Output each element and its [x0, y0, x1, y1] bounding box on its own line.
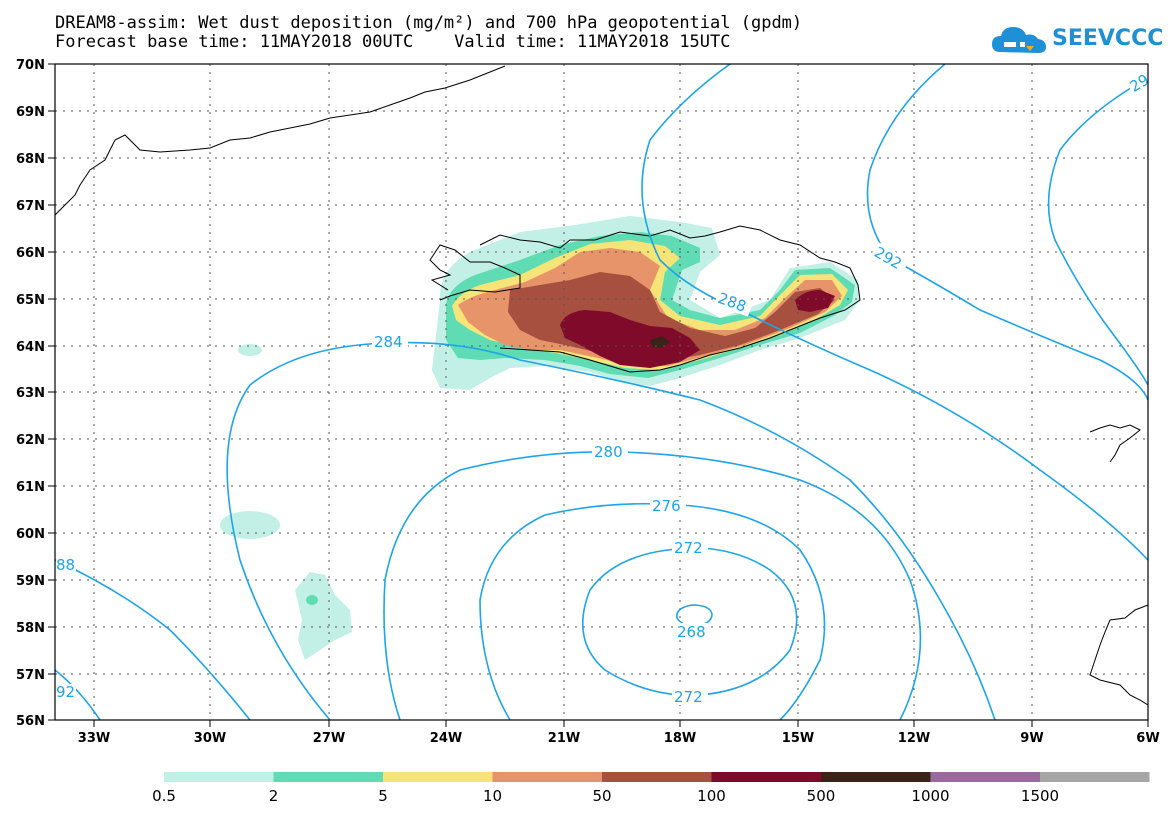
colorbar-label: 10 [483, 787, 502, 805]
longitude-axis [93, 720, 1149, 727]
contour-280 [383, 451, 922, 720]
greenland-coast [54, 65, 506, 216]
colorbar-label: 2 [269, 787, 279, 805]
colorbar-label: 500 [807, 787, 836, 805]
dust-patch-south-green [306, 595, 318, 605]
colorbar-swatch [1040, 772, 1150, 782]
colorbar-label: 0.5 [152, 787, 176, 805]
dust-patch-sw [220, 511, 280, 539]
colorbar-label: 5 [378, 787, 388, 805]
dust-patch-south [295, 572, 352, 660]
lat-label: 57N [16, 668, 45, 683]
lon-label: 6W [1136, 731, 1159, 746]
iceland-coast [429, 225, 861, 373]
lat-label: 65N [16, 293, 45, 308]
chart-title: DREAM8-assim: Wet dust deposition (mg/m²… [55, 13, 803, 33]
colorbar-label: 50 [592, 787, 611, 805]
colorbar: 0.5 2 5 10 50 100 500 1000 1500 [152, 772, 1150, 805]
colorbar-label: 1500 [1021, 787, 1059, 805]
lat-label: 68N [16, 152, 45, 167]
latitude-axis [48, 63, 55, 721]
contour-label-268: 268 [677, 623, 706, 641]
lat-label: 58N [16, 621, 45, 636]
lon-label: 12W [898, 731, 930, 746]
latitude-labels: 70N 69N 68N 67N 66N 65N 64N 63N 62N 61N … [16, 58, 45, 729]
lat-label: 69N [16, 105, 45, 120]
scotland-coast [1089, 604, 1149, 706]
contour-288 [641, 64, 1148, 561]
lon-label: 9W [1020, 731, 1043, 746]
lat-label: 64N [16, 340, 45, 355]
lon-label: 27W [313, 731, 345, 746]
contour-284 [226, 341, 996, 720]
dust-area-darkred [560, 310, 700, 368]
colorbar-swatch [492, 772, 602, 782]
contour-288-sw [55, 559, 251, 720]
lon-label: 30W [194, 731, 226, 746]
contour-276 [479, 502, 826, 720]
cloud-icon [992, 27, 1046, 53]
colorbar-swatch [273, 772, 383, 782]
lon-label: 21W [548, 731, 580, 746]
chart-subtitle: Forecast base time: 11MAY2018 00UTC Vali… [55, 32, 731, 52]
lat-label: 70N [16, 58, 45, 73]
dust-patch-west [238, 344, 262, 356]
colorbar-swatch [383, 772, 493, 782]
lat-label: 66N [16, 246, 45, 261]
dust-area-darkred-east [795, 290, 835, 312]
contour-label-272-top: 272 [674, 539, 703, 557]
contour-label-280: 280 [594, 443, 623, 461]
contour-label-272-bottom: 272 [674, 688, 703, 706]
colorbar-label: 1000 [911, 787, 949, 805]
contour-labels: 284 288 292 280 276 272 268 272 88 92 29 [56, 71, 1152, 706]
lat-label: 60N [16, 527, 45, 542]
contour-label-276: 276 [652, 497, 681, 515]
lat-label: 63N [16, 386, 45, 401]
lat-label: 67N [16, 199, 45, 214]
lat-label: 59N [16, 574, 45, 589]
contour-292-sw [55, 669, 101, 720]
faroe-islands [1089, 424, 1141, 463]
lon-label: 33W [78, 731, 110, 746]
contour-29x [1047, 77, 1148, 386]
contour-label-288: 288 [716, 289, 749, 316]
contour-label-284: 284 [374, 333, 403, 351]
contour-label-288-sw: 88 [56, 556, 75, 574]
graticule [55, 64, 1148, 720]
colorbar-swatch [711, 772, 821, 782]
logo-text: SEEVCCC [1052, 26, 1164, 51]
contour-label-292-sw: 92 [56, 683, 75, 701]
contour-272 [582, 547, 798, 697]
colorbar-swatch [164, 772, 274, 782]
lon-label: 15W [782, 731, 814, 746]
lat-label: 62N [16, 433, 45, 448]
seevccc-logo: SEEVCCC [990, 22, 1164, 60]
colorbar-label: 100 [697, 787, 726, 805]
colorbar-swatch [602, 772, 712, 782]
lat-label: 56N [16, 714, 45, 729]
coastlines [54, 65, 1149, 706]
colorbar-swatch [821, 772, 931, 782]
colorbar-swatch [930, 772, 1040, 782]
contour-292 [866, 64, 1148, 401]
dust-area-darkest [650, 336, 670, 348]
lon-label: 18W [664, 731, 696, 746]
dust-deposition-field [220, 216, 860, 660]
longitude-labels: 33W 30W 27W 24W 21W 18W 15W 12W 9W 6W [78, 731, 1160, 746]
lon-label: 24W [430, 731, 462, 746]
lat-label: 61N [16, 480, 45, 495]
